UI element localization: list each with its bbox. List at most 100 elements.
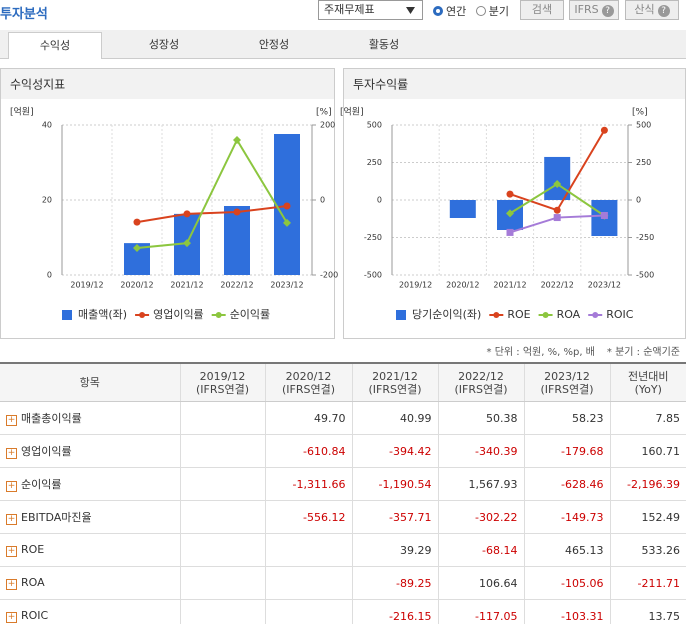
tab[interactable]: 수익성 (8, 32, 102, 59)
row-label: ROE (21, 543, 45, 556)
search-button[interactable]: 검색 (520, 0, 564, 20)
cell-value: 533.26 (641, 543, 681, 557)
radio[interactable] (433, 6, 443, 16)
cell: 152.49 (609, 500, 686, 534)
cell-value: -103.31 (561, 609, 604, 623)
cell: -610.84 (264, 434, 352, 468)
data-table: 항목 2019/12 (IFRS연결) 2020/12 (IFRS연결) 2021/12(… (0, 362, 686, 624)
column-label: 2021/12 (372, 369, 418, 383)
cell-value: -610.84 (303, 444, 346, 458)
legend-swatch (396, 310, 406, 320)
row-label: 영업이익률 (21, 445, 72, 458)
y-tick-label: -500 (364, 271, 382, 280)
row-label: EBITDA마진율 (21, 511, 92, 524)
cell: 533.26 (609, 533, 686, 567)
help-icon: ? (601, 5, 614, 17)
cell-value: -149.73 (561, 510, 604, 524)
y2-tick-label: -500 (636, 271, 654, 280)
charts: 수익성지표 [억원] [%] 0 20 40 -200 0 200 2019/12 2020/12 2… (0, 68, 686, 339)
expand-icon[interactable]: + (6, 415, 17, 426)
legend-label: 영업이익률 (153, 308, 204, 321)
y-tick-label: 0 (47, 271, 52, 280)
expand-icon[interactable]: + (6, 612, 17, 623)
cell: -302.22 (437, 500, 524, 534)
table-row: + ROA -89.25 106.64 -105.06 -211.71 (0, 566, 686, 600)
marker (283, 218, 291, 227)
column-header: 2019/12 (IFRS연결) (179, 362, 265, 402)
marker (506, 209, 514, 218)
panel-title: 수익성지표 (10, 78, 65, 92)
cell-value: -1,311.66 (292, 477, 346, 491)
cell: -394.42 (351, 434, 438, 468)
column-label: 2020/12 (285, 369, 332, 383)
tbody: + 매출총이익률 49.70 40.99 50.38 58.23 7.85 + 영업이익률 -61… (0, 401, 686, 624)
cell: + ROA (0, 566, 180, 600)
cell: -2,196.39 (609, 467, 686, 501)
formula-button[interactable]: 산식? (625, 0, 679, 20)
tab[interactable]: 안정성 (258, 38, 290, 51)
y-tick-label: 20 (42, 196, 52, 205)
expand-icon[interactable]: + (6, 546, 17, 557)
cell: 7.85 (609, 401, 686, 435)
cell: 1,567.93 (437, 467, 524, 501)
cell-value: -105.06 (561, 576, 604, 590)
x-tick-label: 2019/12 (70, 281, 103, 290)
cell: -89.25 (351, 566, 438, 600)
y2-tick-label: 200 (320, 121, 335, 130)
y2-tick-label: -200 (320, 271, 338, 280)
marker (600, 126, 608, 134)
radio[interactable] (475, 6, 486, 16)
marker (183, 210, 191, 218)
panel-header (1, 69, 334, 99)
expand-icon[interactable]: + (6, 579, 17, 590)
cell-value: -89.25 (396, 576, 432, 590)
legend-swatch (493, 312, 500, 318)
x-tick-label: 2023/12 (588, 281, 621, 290)
y2-tick-label: 250 (636, 158, 651, 167)
cell-value: -2,196.39 (627, 477, 680, 491)
cell-value: 58.23 (572, 411, 604, 425)
legend-label: ROA (557, 308, 581, 321)
cell-value: -117.05 (475, 609, 518, 623)
cell: -216.15 (351, 599, 438, 624)
tab[interactable]: 활동성 (368, 38, 400, 51)
cell: -1,190.54 (351, 467, 438, 501)
table-row: + 영업이익률 -610.84 -394.42 -340.39 -179.68 160.71 (0, 434, 686, 468)
y-tick-label: 40 (42, 121, 52, 130)
cell-value: -340.39 (475, 444, 518, 458)
radio-label: 분기 (488, 5, 509, 18)
y-unit: [억원] (340, 106, 364, 118)
cell (264, 599, 352, 624)
header-row: 항목 2019/12 (IFRS연결) 2020/12 (IFRS연결) 2021/12(… (0, 362, 686, 402)
statement-select[interactable]: 주재무제표 (318, 0, 423, 20)
cell-value: -628.46 (561, 477, 604, 491)
legend-swatch (62, 310, 72, 320)
table-row: + ROIC -216.15 -117.05 -103.31 13.75 (0, 599, 686, 624)
expand-icon[interactable]: + (6, 481, 17, 492)
marker (233, 208, 241, 216)
cell: -117.05 (437, 599, 524, 624)
cell (264, 533, 352, 567)
cell: -149.73 (523, 500, 610, 534)
tab-bar: 수익성 성장성 안정성 활동성 (0, 30, 686, 59)
cell-value: 1,567.93 (468, 477, 518, 491)
cell: -340.39 (437, 434, 524, 468)
column-sub: (IFRS연결) (368, 382, 422, 396)
cell: -1,311.66 (264, 467, 352, 501)
tab[interactable]: 성장성 (148, 38, 180, 51)
cell (179, 434, 265, 468)
expand-icon[interactable]: + (6, 514, 17, 525)
cell-value: -394.42 (389, 444, 432, 458)
marker (553, 206, 561, 214)
expand-icon[interactable]: + (6, 448, 17, 459)
cell: -103.31 (523, 599, 610, 624)
note: * 단위 : 억원, %, %p, 배 (486, 347, 595, 358)
cell: -211.71 (609, 566, 686, 600)
row-label: 매출총이익률 (21, 412, 82, 425)
cell-value: -1,190.54 (378, 477, 432, 491)
page-title: 투자분석 (0, 7, 48, 22)
ifrs-button[interactable]: IFRS? (569, 0, 619, 20)
cell (179, 500, 265, 534)
legend-swatch (139, 312, 146, 318)
